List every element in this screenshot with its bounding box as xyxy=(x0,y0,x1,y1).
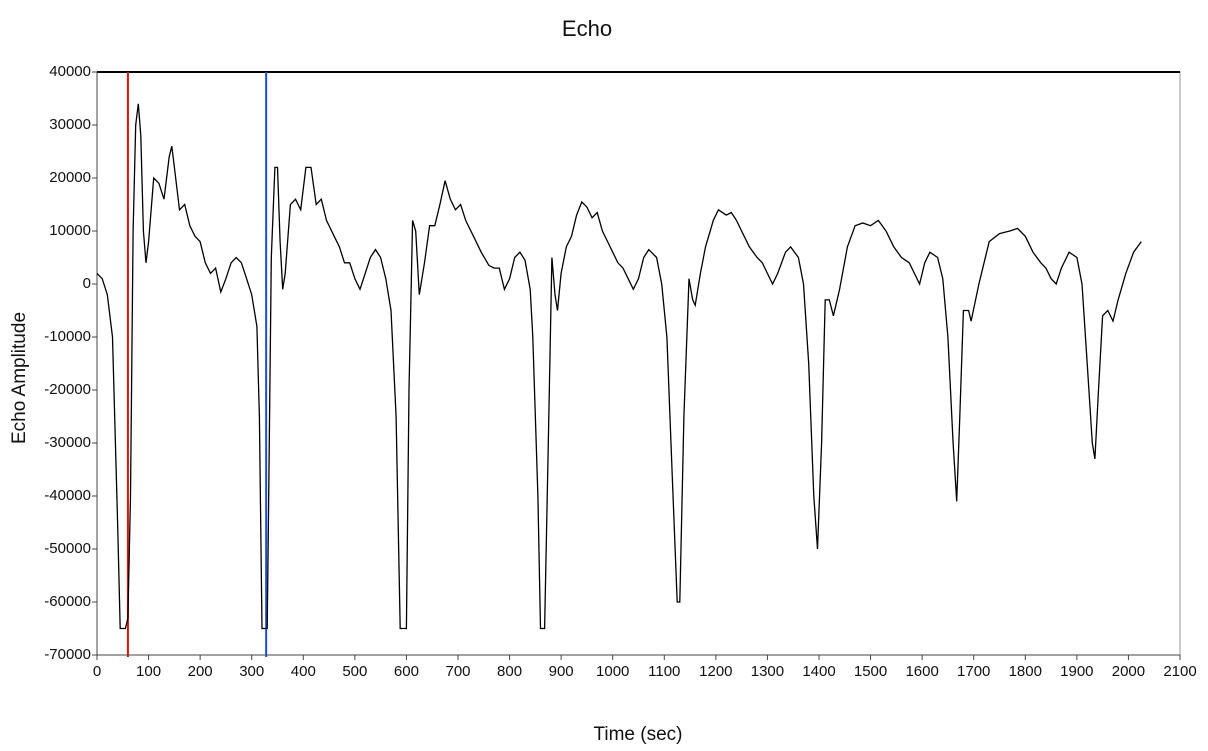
plot-frame xyxy=(96,71,1181,656)
y-tick-label: 20000 xyxy=(49,169,91,186)
y-tick-label: 30000 xyxy=(49,116,91,133)
y-tick-label: -70000 xyxy=(44,646,91,663)
x-tick-label: 900 xyxy=(549,663,574,680)
x-tick-label: 400 xyxy=(291,663,316,680)
series-line xyxy=(96,103,1142,630)
x-tick-label: 100 xyxy=(136,663,161,680)
x-tick-label: 1500 xyxy=(854,663,887,680)
x-tick-label: 1300 xyxy=(751,663,784,680)
y-tick-label: -40000 xyxy=(44,487,91,504)
y-tick-label: 40000 xyxy=(49,63,91,80)
y-tick-label: -20000 xyxy=(44,381,91,398)
x-tick-label: 2100 xyxy=(1163,663,1196,680)
x-tick-label: 500 xyxy=(342,663,367,680)
x-tick-label: 0 xyxy=(93,663,101,680)
y-tick-label: -30000 xyxy=(44,434,91,451)
x-tick-label: 700 xyxy=(445,663,470,680)
chart-title: Echo xyxy=(562,16,612,41)
x-tick-label: 1900 xyxy=(1060,663,1093,680)
y-tick-label: 0 xyxy=(83,275,91,292)
x-tick-label: 300 xyxy=(239,663,264,680)
y-tick-label: -60000 xyxy=(44,593,91,610)
x-tick-label: 2000 xyxy=(1112,663,1145,680)
x-tick-label: 1200 xyxy=(699,663,732,680)
x-tick-label: 1000 xyxy=(596,663,629,680)
x-tick-label: 200 xyxy=(188,663,213,680)
x-tick-label: 1800 xyxy=(1009,663,1042,680)
x-tick-label: 800 xyxy=(497,663,522,680)
y-axis-label: Echo Amplitude xyxy=(9,312,30,444)
x-tick-label: 1700 xyxy=(957,663,990,680)
y-tick-label: -50000 xyxy=(44,540,91,557)
x-tick-label: 600 xyxy=(394,663,419,680)
y-tick-label: 10000 xyxy=(49,222,91,239)
x-axis-label: Time (sec) xyxy=(593,724,682,745)
x-tick-label: 1100 xyxy=(648,663,680,680)
y-tick-label: -10000 xyxy=(44,328,91,345)
x-tick-label: 1400 xyxy=(802,663,835,680)
x-tick-label: 1600 xyxy=(905,663,938,680)
